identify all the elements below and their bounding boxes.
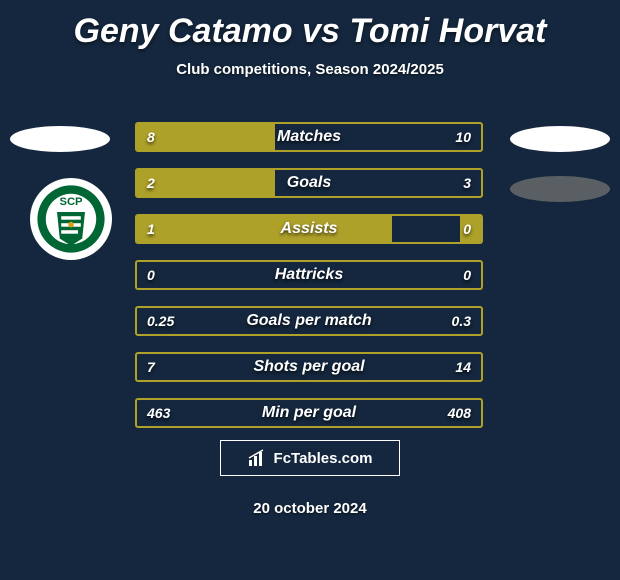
stat-label: Goals per match [137, 308, 481, 334]
date-label: 20 october 2024 [0, 500, 620, 517]
stat-value-right: 0 [453, 262, 481, 288]
stat-value-right: 0 [453, 216, 481, 242]
stat-row: Matches810 [135, 122, 483, 152]
sporting-cp-badge-icon: SCP [36, 184, 106, 254]
stat-row: Goals23 [135, 168, 483, 198]
stat-value-left: 8 [137, 124, 165, 150]
page-title: Geny Catamo vs Tomi Horvat [0, 0, 620, 51]
player-photo-left-placeholder [10, 126, 110, 152]
stat-value-left: 7 [137, 354, 165, 380]
fctables-label: FcTables.com [274, 450, 373, 467]
stat-value-right: 10 [445, 124, 481, 150]
stat-value-left: 1 [137, 216, 165, 242]
stat-value-right: 3 [453, 170, 481, 196]
stat-label: Min per goal [137, 400, 481, 426]
stat-label: Shots per goal [137, 354, 481, 380]
stat-value-right: 0.3 [442, 308, 481, 334]
svg-text:SCP: SCP [59, 196, 83, 208]
bar-fill-left [137, 216, 392, 242]
player-photo-right-placeholder [510, 126, 610, 152]
stat-row: Goals per match0.25 0.3 [135, 306, 483, 336]
stat-value-left: 2 [137, 170, 165, 196]
stat-row: Min per goal463 408 [135, 398, 483, 428]
stat-value-left: 0.25 [137, 308, 184, 334]
club-badge-right-placeholder [510, 176, 610, 202]
page-subtitle: Club competitions, Season 2024/2025 [0, 61, 620, 78]
stat-row: Shots per goal7 14 [135, 352, 483, 382]
stat-row: Hattricks0 0 [135, 260, 483, 290]
club-badge-left: SCP [30, 178, 112, 260]
fctables-logo-icon [248, 448, 268, 468]
stat-value-right: 14 [445, 354, 481, 380]
stat-value-left: 0 [137, 262, 165, 288]
stats-bars: Matches810Goals23Assists10Hattricks00Goa… [135, 122, 483, 444]
stat-value-left: 463 [137, 400, 180, 426]
stat-row: Assists10 [135, 214, 483, 244]
stat-label: Hattricks [137, 262, 481, 288]
stat-value-right: 408 [438, 400, 481, 426]
fctables-badge[interactable]: FcTables.com [220, 440, 400, 476]
